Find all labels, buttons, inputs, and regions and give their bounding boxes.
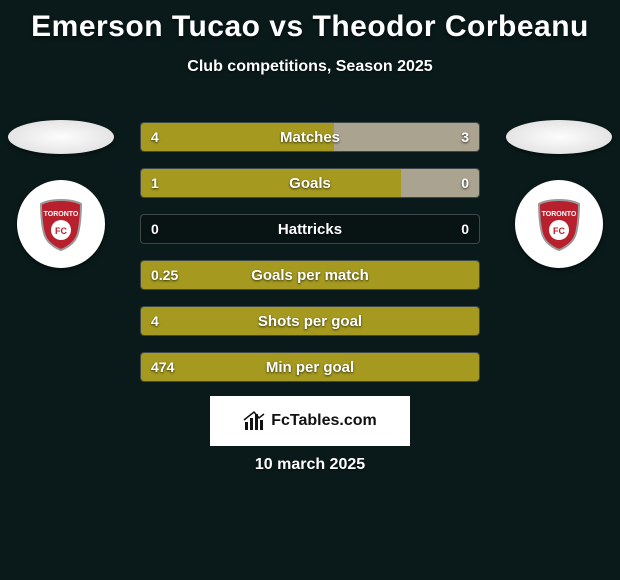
stat-row: Matches43 — [140, 122, 480, 152]
svg-text:FC: FC — [553, 226, 565, 236]
stats-panel: Matches43Goals10Hattricks00Goals per mat… — [140, 122, 480, 398]
bar-chart-icon — [243, 410, 265, 432]
club-badge-left: TORONTO FC — [17, 180, 105, 268]
stat-label: Hattricks — [141, 215, 479, 243]
attribution-badge: FcTables.com — [210, 396, 410, 446]
stat-bar-right — [334, 123, 479, 151]
stat-value-left: 0 — [151, 215, 159, 243]
stat-value-left: 0.25 — [151, 261, 178, 289]
stat-value-left: 474 — [151, 353, 174, 381]
toronto-fc-crest-icon: TORONTO FC — [531, 196, 587, 252]
stat-value-right: 3 — [461, 123, 469, 151]
player-left: TORONTO FC — [6, 120, 116, 268]
stat-row: Goals per match0.25 — [140, 260, 480, 290]
stat-bar-left — [141, 353, 479, 381]
attribution-text: FcTables.com — [271, 412, 377, 430]
svg-text:TORONTO: TORONTO — [542, 211, 577, 218]
stat-value-right: 0 — [461, 215, 469, 243]
svg-text:FC: FC — [55, 226, 67, 236]
stat-value-left: 1 — [151, 169, 159, 197]
player-right: TORONTO FC — [504, 120, 614, 268]
footer-date: 10 march 2025 — [0, 456, 620, 474]
stat-row: Shots per goal4 — [140, 306, 480, 336]
stat-row: Min per goal474 — [140, 352, 480, 382]
toronto-fc-crest-icon: TORONTO FC — [33, 196, 89, 252]
stat-row: Hattricks0 0 — [140, 214, 480, 244]
stat-value-right: 0 — [461, 169, 469, 197]
stat-value-left: 4 — [151, 123, 159, 151]
club-badge-right: TORONTO FC — [515, 180, 603, 268]
page-title: Emerson Tucao vs Theodor Corbeanu — [0, 0, 620, 44]
avatar-right — [506, 120, 612, 154]
stat-bar-left — [141, 123, 334, 151]
avatar-left — [8, 120, 114, 154]
stat-bar-left — [141, 261, 479, 289]
page-subtitle: Club competitions, Season 2025 — [0, 58, 620, 76]
svg-text:TORONTO: TORONTO — [44, 211, 79, 218]
stat-bar-left — [141, 169, 401, 197]
stat-row: Goals10 — [140, 168, 480, 198]
stat-bar-left — [141, 307, 479, 335]
stat-value-left: 4 — [151, 307, 159, 335]
